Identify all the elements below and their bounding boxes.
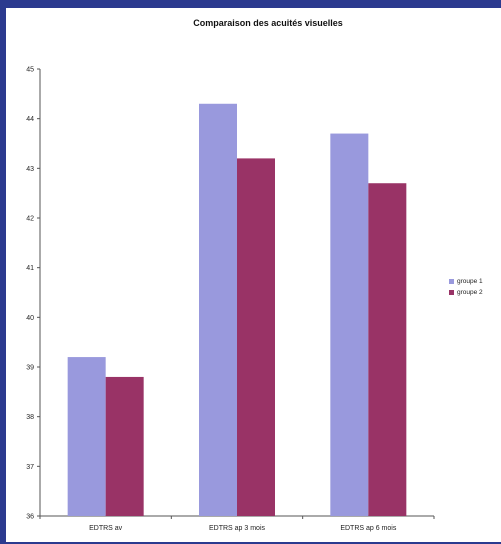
y-tick-label: 45 <box>26 67 34 74</box>
bar-groupe-1-1 <box>67 357 106 516</box>
y-tick-label: 42 <box>26 216 34 223</box>
bar-groupe-2-2 <box>237 158 275 516</box>
bar-groupe-1-2 <box>199 103 237 517</box>
y-tick-label: 39 <box>26 365 34 372</box>
bar-groupe-2-3 <box>368 183 407 516</box>
x-category-label: EDTRS ap 6 mois <box>340 525 397 532</box>
y-tick-label: 43 <box>26 166 34 173</box>
legend-item-groupe-1: groupe 1 <box>449 276 483 287</box>
legend-swatch-groupe-2 <box>449 290 454 295</box>
y-tick-label: 41 <box>26 265 34 272</box>
x-category-label: EDTRS av <box>89 525 123 532</box>
y-tick-label: 38 <box>26 414 34 421</box>
x-category-label: EDTRS ap 3 mois <box>209 525 266 532</box>
legend-label-groupe-2: groupe 2 <box>457 289 483 296</box>
legend: groupe 1 groupe 2 <box>449 276 483 298</box>
legend-item-groupe-2: groupe 2 <box>449 287 483 298</box>
y-tick-label: 40 <box>26 315 34 322</box>
y-tick-label: 37 <box>26 464 34 471</box>
y-tick-label: 36 <box>26 514 34 521</box>
chart-title: Comparaison des acuités visuelles <box>193 18 343 28</box>
bar-groupe-2-1 <box>105 376 144 516</box>
legend-label-groupe-1: groupe 1 <box>457 278 483 285</box>
legend-swatch-groupe-1 <box>449 279 454 284</box>
bar-groupe-1-3 <box>330 133 369 517</box>
y-tick-label: 44 <box>26 116 34 123</box>
